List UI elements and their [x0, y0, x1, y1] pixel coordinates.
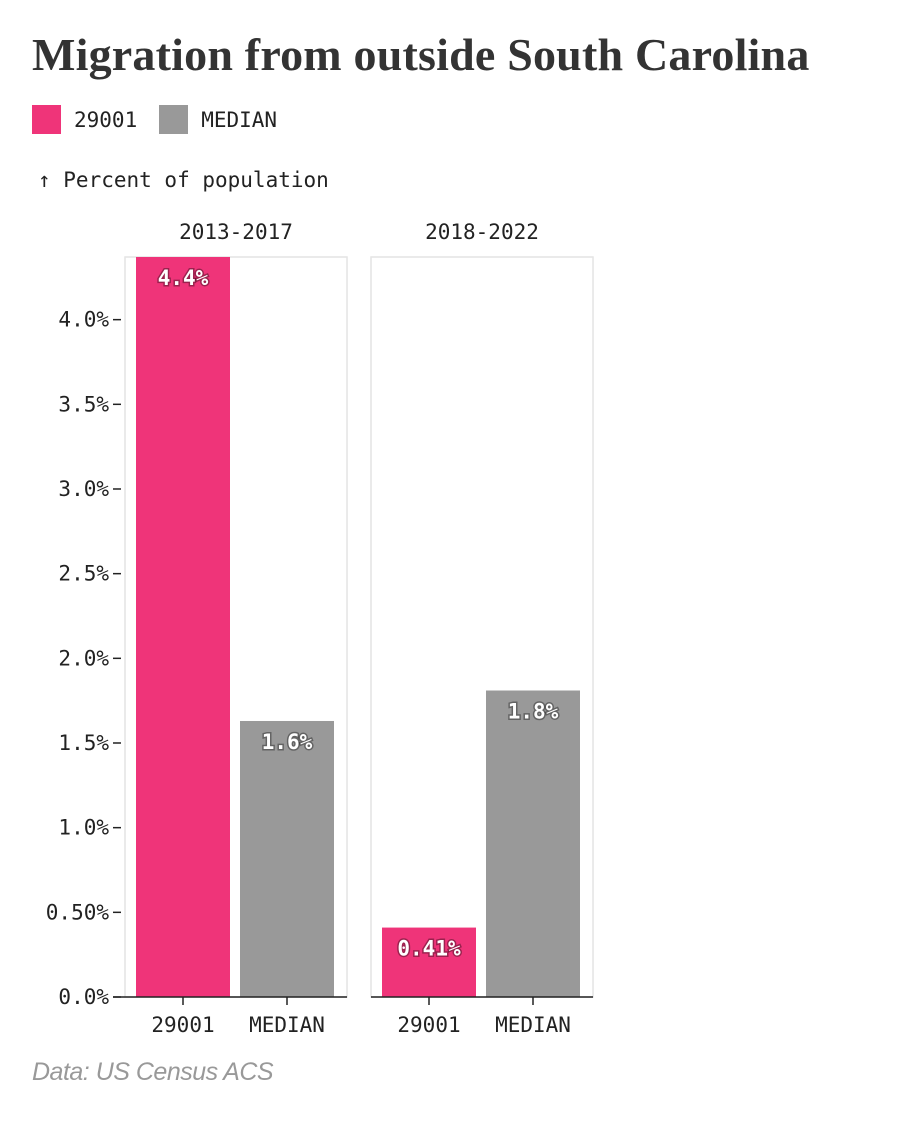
legend-item-29001: 29001 — [32, 105, 137, 134]
chart-title: Migration from outside South Carolina — [32, 29, 810, 80]
y-tick-label-8: 4.0% — [58, 308, 109, 332]
y-tick-label-3: 1.5% — [58, 731, 109, 755]
legend-item-median: MEDIAN — [159, 105, 277, 134]
y-tick-label-7: 3.5% — [58, 392, 109, 416]
y-tick-label-5: 2.5% — [58, 562, 109, 586]
bar-value-label-1-0: 0.41% — [397, 937, 461, 961]
bar-1-0 — [382, 927, 476, 997]
legend-label-29001: 29001 — [74, 107, 138, 132]
y-tick-label-6: 3.0% — [58, 477, 109, 501]
y-tick-label-4: 2.0% — [58, 646, 109, 670]
y-tick-label-1: 0.50% — [46, 900, 110, 924]
bar-value-label-0-1: 1.6% — [262, 730, 313, 754]
y-axis-label: ↑ Percent of population — [38, 168, 329, 192]
bar-value-label-1-1: 1.8% — [508, 700, 559, 724]
legend-swatch-29001 — [32, 105, 61, 134]
x-tick-label-1-1: MEDIAN — [495, 1013, 571, 1037]
y-tick-label-2: 1.0% — [58, 816, 109, 840]
x-tick-label-0-0: 29001 — [151, 1013, 214, 1037]
facet-title-1: 2018-2022 — [425, 220, 539, 244]
bar-0-0 — [136, 257, 230, 997]
legend-label-median: MEDIAN — [201, 107, 278, 132]
y-tick-label-0: 0.0% — [58, 985, 109, 1009]
bar-value-label-0-0: 4.4% — [158, 266, 209, 290]
x-tick-label-1-0: 29001 — [397, 1013, 460, 1037]
legend: 29001 MEDIAN — [32, 105, 299, 134]
x-tick-label-0-1: MEDIAN — [249, 1013, 325, 1037]
source-note: Data: US Census ACS — [32, 1058, 274, 1086]
legend-swatch-median — [159, 105, 189, 134]
bar-1-1 — [486, 690, 580, 997]
bar-0-1 — [240, 720, 334, 997]
facet-title-0: 2013-2017 — [179, 220, 293, 244]
